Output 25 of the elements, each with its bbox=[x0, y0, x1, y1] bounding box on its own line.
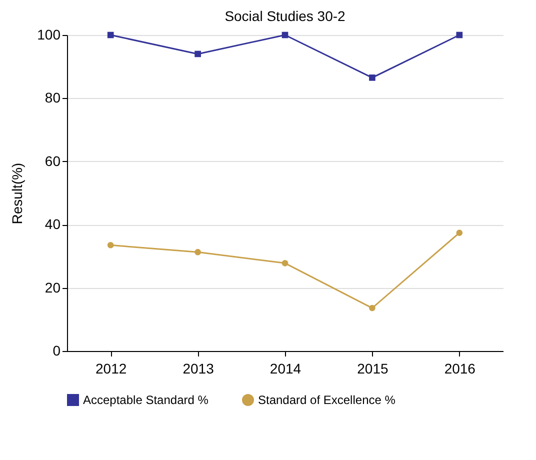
chart-title: Social Studies 30-2 bbox=[224, 8, 346, 24]
x-tick-label: 2015 bbox=[357, 360, 388, 376]
point bbox=[456, 230, 463, 236]
point bbox=[369, 74, 376, 81]
x-tick-label: 2013 bbox=[182, 360, 214, 376]
x-tick-label: 2012 bbox=[96, 360, 127, 376]
y-tick-label: 60 bbox=[44, 152, 61, 169]
y-tick-label: 0 bbox=[52, 342, 61, 358]
y-tick-label: 40 bbox=[44, 216, 61, 232]
y-tick-label: 80 bbox=[44, 90, 61, 106]
point bbox=[107, 32, 114, 38]
point bbox=[282, 32, 288, 38]
point bbox=[107, 242, 114, 248]
y-axis-title: Result(%) bbox=[9, 162, 26, 224]
point bbox=[194, 50, 201, 58]
y-tick-label: 100 bbox=[37, 26, 61, 42]
point bbox=[282, 260, 288, 266]
point bbox=[369, 304, 376, 312]
y-tick-label: 20 bbox=[44, 279, 61, 296]
x-tick-label: 2016 bbox=[444, 360, 476, 376]
point bbox=[194, 248, 201, 256]
point bbox=[456, 32, 463, 38]
x-tick-label: 2014 bbox=[270, 360, 302, 376]
legend-label: Acceptable Standard % bbox=[83, 393, 209, 407]
legend-label: Standard of Excellence % bbox=[258, 393, 396, 407]
